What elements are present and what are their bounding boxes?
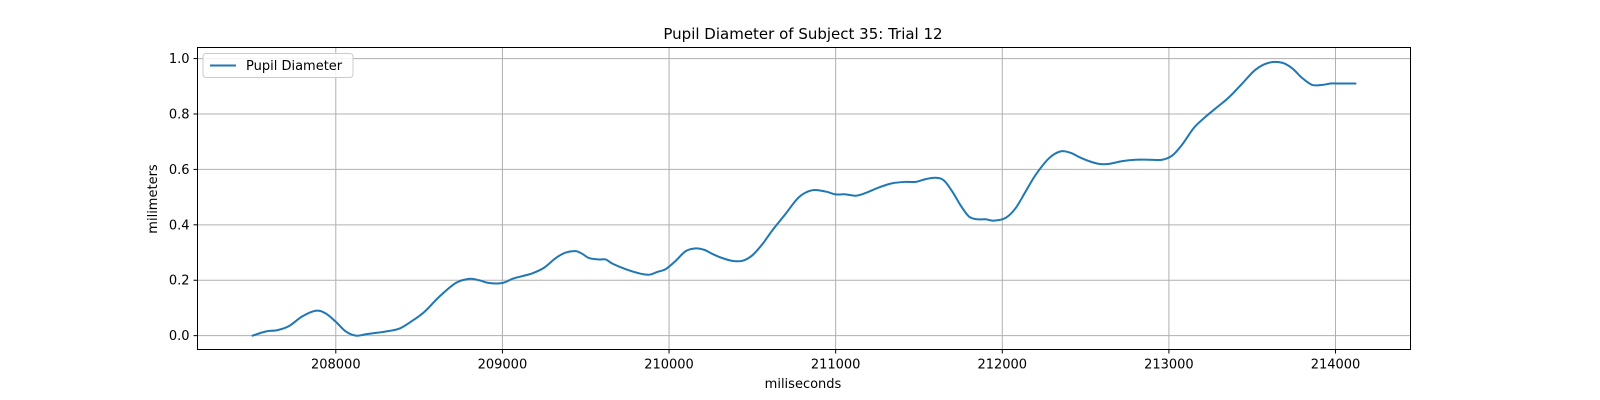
y-tick-label: 0.8 [169,107,190,122]
plot-frame [197,47,1411,350]
legend-label: Pupil Diameter [246,59,343,74]
series-line-pupil-diameter [251,60,1357,337]
chart-title: Pupil Diameter of Subject 35: Trial 12 [663,25,942,43]
y-tick-label: 1.0 [169,52,190,67]
y-tick-label: 0.0 [169,329,190,344]
y-axis-label: milimeters [146,164,161,234]
y-tick-label: 0.2 [169,274,190,289]
legend-box [202,53,354,78]
x-tick-label: 214000 [1311,358,1361,373]
x-tick-label: 212000 [977,358,1027,373]
x-tick-label: 213000 [1144,358,1194,373]
series-layer [251,60,1357,337]
x-axis-label: miliseconds [765,377,842,392]
legend: Pupil Diameter [202,53,354,78]
x-tick-label: 211000 [811,358,861,373]
y-tick-label: 0.4 [169,218,190,233]
x-tick-label: 209000 [478,358,528,373]
y-tick-label: 0.6 [169,163,190,178]
y-axis-ticks: 0.0 0.2 0.4 0.6 0.8 1.0 [169,52,198,344]
x-axis-ticks: 208000 209000 210000 211000 212000 213000 2140… [311,349,1361,373]
x-tick-label: 210000 [644,358,694,373]
x-tick-label: 208000 [311,358,361,373]
